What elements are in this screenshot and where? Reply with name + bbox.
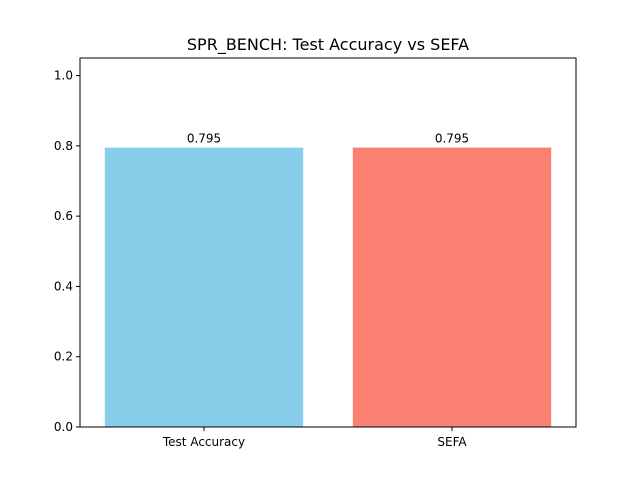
bar <box>104 147 304 427</box>
x-tick-label: SEFA <box>437 435 467 449</box>
y-tick-label: 0.6 <box>54 209 73 223</box>
bar <box>352 147 552 427</box>
y-tick-label: 0.8 <box>54 139 73 153</box>
bar-value-label: 0.795 <box>187 132 221 146</box>
y-tick-label: 0.0 <box>54 420 73 434</box>
y-tick-label: 1.0 <box>54 69 73 83</box>
plot-area: 0.795 Test Accuracy 0.795 SEFA 0.0 0.2 0.4 0.6 0… <box>54 57 577 449</box>
y-tick-label: 0.2 <box>54 350 73 364</box>
y-tick-label: 0.4 <box>54 279 73 293</box>
plot-frame <box>79 57 577 428</box>
chart-title: SPR_BENCH: Test Accuracy vs SEFA <box>187 35 469 55</box>
x-tick-label: Test Accuracy <box>162 435 245 449</box>
bar-value-label: 0.795 <box>435 132 469 146</box>
